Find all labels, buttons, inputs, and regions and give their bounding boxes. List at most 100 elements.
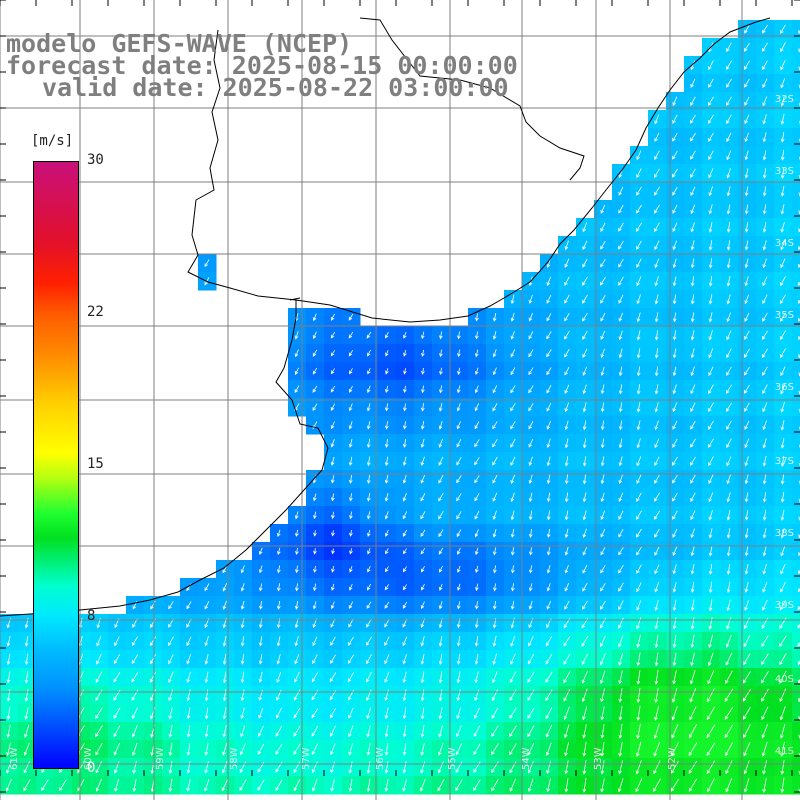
wind-arrow (582, 384, 587, 395)
wind-arrow (312, 654, 318, 665)
wind-arrow (780, 60, 786, 71)
wind-arrow (798, 752, 800, 757)
wind-cell (792, 650, 800, 669)
wind-arrow (618, 760, 623, 775)
wind-arrow (438, 385, 443, 394)
wind-arrow (510, 635, 516, 647)
colorbar-tick-30: 30 (87, 152, 104, 168)
wind-arrow (24, 671, 29, 684)
wind-arrow (546, 474, 551, 485)
wind-arrow (582, 706, 588, 721)
wind-arrow (276, 583, 281, 592)
wind-arrow (546, 402, 552, 412)
wind-arrow (349, 368, 353, 375)
wind-arrow (780, 24, 786, 34)
wind-arrow (744, 114, 750, 125)
wind-arrow (455, 761, 463, 774)
wind-arrow (744, 348, 750, 358)
wind-arrow (293, 779, 301, 792)
wind-arrow (474, 601, 479, 610)
wind-arrow (421, 349, 425, 357)
wind-arrow (742, 670, 751, 684)
wind-arrow (708, 150, 714, 161)
wind-arrow (690, 456, 696, 466)
wind-arrow (421, 583, 425, 591)
wind-arrow (582, 760, 587, 775)
wind-arrow (510, 528, 515, 538)
wind-arrow (780, 78, 786, 89)
wind-cell (792, 74, 800, 93)
wind-arrow (743, 653, 751, 666)
wind-arrow (222, 761, 228, 774)
wind-arrow (636, 687, 641, 703)
wind-arrow (420, 403, 425, 412)
wind-arrow (456, 475, 462, 484)
lat-label: 36S (774, 382, 794, 393)
wind-arrow (689, 706, 697, 721)
wind-cell (792, 542, 800, 561)
wind-arrow (384, 421, 389, 430)
wind-arrow (636, 366, 641, 377)
wind-arrow (348, 438, 353, 448)
wind-arrow (258, 654, 263, 665)
wind-arrow (545, 707, 553, 720)
wind-cell (792, 740, 800, 759)
wind-arrow (707, 778, 715, 793)
wind-arrow (528, 313, 533, 322)
wind-arrow (726, 258, 731, 269)
wind-arrow (780, 438, 785, 449)
wind-arrow (708, 240, 713, 251)
wind-arrow (421, 331, 425, 340)
wind-arrow (349, 583, 353, 591)
wind-arrow (330, 331, 336, 339)
wind-arrow (798, 569, 800, 575)
wind-arrow (492, 313, 497, 322)
wind-arrow (491, 689, 498, 702)
wind-arrow (779, 670, 787, 684)
wind-arrow (636, 474, 642, 484)
wind-cell (792, 452, 800, 471)
wind-arrow (420, 671, 425, 684)
wind-arrow (653, 741, 661, 757)
wind-arrow (330, 636, 336, 646)
wind-arrow (654, 276, 659, 287)
wind-arrow (744, 78, 750, 88)
wind-arrow (491, 707, 499, 719)
wind-arrow (636, 456, 642, 467)
wind-arrow (384, 707, 389, 720)
wind-arrow (636, 670, 641, 685)
wind-arrow (672, 582, 677, 593)
wind-arrow (330, 761, 336, 774)
wind-arrow (654, 114, 660, 125)
wind-arrow (618, 510, 624, 520)
wind-arrow (437, 761, 444, 774)
wind-arrow (636, 258, 642, 268)
wind-arrow (222, 636, 227, 647)
wind-arrow (654, 348, 659, 359)
wind-arrow (780, 132, 785, 143)
wind-arrow (528, 403, 534, 412)
wind-arrow (744, 312, 750, 322)
wind-arrow (168, 778, 173, 793)
wind-arrow (581, 688, 588, 703)
wind-arrow (239, 761, 247, 774)
wind-arrow (636, 564, 642, 574)
wind-arrow (402, 743, 407, 756)
wind-arrow (798, 246, 800, 251)
wind-arrow (744, 402, 750, 412)
wind-arrow (636, 204, 642, 214)
wind-arrow (348, 421, 353, 430)
wind-arrow (509, 671, 517, 684)
wind-cell (792, 20, 800, 39)
wind-arrow (726, 492, 731, 503)
wind-arrow (797, 587, 800, 593)
wind-arrow (456, 403, 461, 412)
wind-arrow (726, 528, 731, 539)
wind-arrow (582, 600, 588, 610)
wind-arrow (636, 294, 641, 305)
wind-cell (792, 182, 800, 201)
wind-arrow (672, 456, 678, 466)
wind-arrow (474, 529, 479, 538)
wind-arrow (510, 403, 516, 412)
wind-arrow (438, 724, 443, 738)
